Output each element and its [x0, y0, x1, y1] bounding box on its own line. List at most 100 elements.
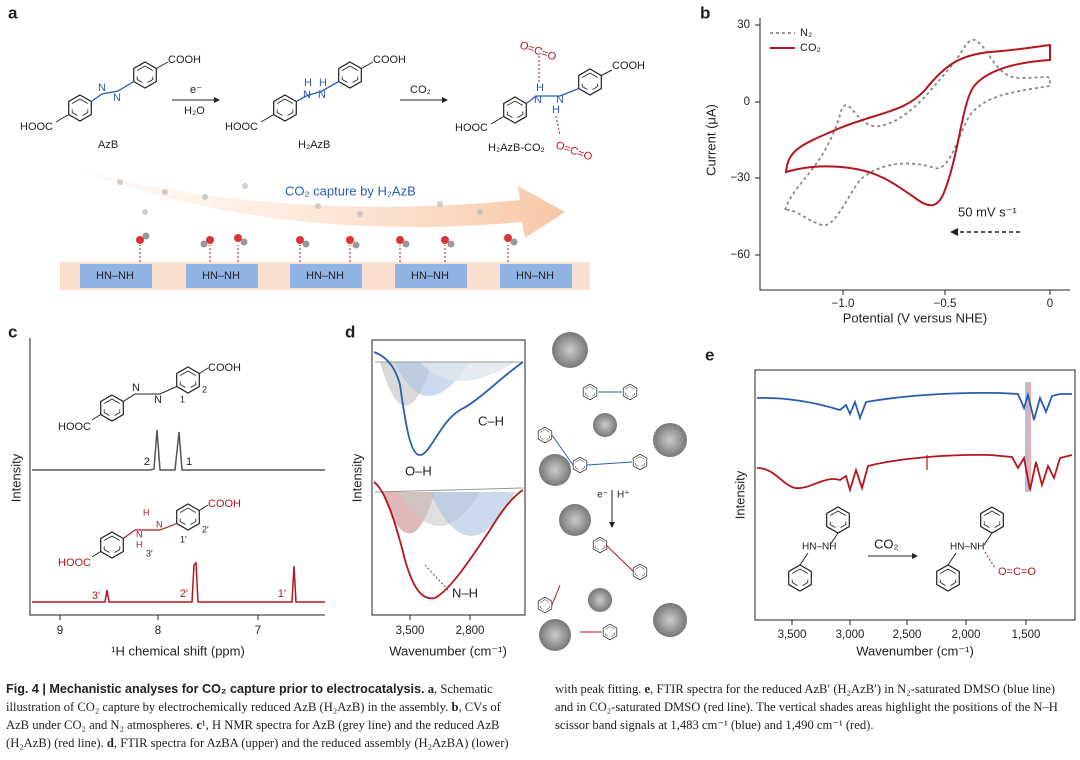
scan-rate: 50 mV s⁻¹ — [958, 204, 1018, 219]
assembly-scheme-shape — [559, 504, 591, 536]
h2azb-spectrum — [32, 561, 325, 603]
compound-name: H₂AzB — [298, 139, 330, 151]
azb-molecule-shape — [199, 367, 209, 374]
h2azb-molecule-shape — [91, 551, 101, 558]
assembly-scheme-shape — [539, 454, 571, 486]
sites-shape — [395, 264, 467, 288]
compound-name: H₂AzB-CO₂ — [488, 142, 545, 154]
panel-letter: e — [705, 345, 714, 364]
sites-shape — [290, 264, 362, 288]
azb-molecule-shape — [123, 386, 177, 402]
assembly-scheme-shape — [552, 332, 588, 368]
y-tick-label: 30 — [737, 19, 750, 31]
caption-key: d — [106, 736, 114, 750]
caption-text: , FTIR spectra for the reduced AzB′ (H₂A… — [555, 682, 1058, 732]
caption-key: b — [451, 700, 459, 714]
atom: N — [154, 394, 162, 406]
h2azb-molecule-shape — [122, 522, 177, 539]
atom: H — [304, 77, 312, 89]
sites-shape-shape — [200, 240, 208, 248]
site-label: HN–NH — [96, 270, 134, 282]
sites-shape-shape — [396, 236, 404, 244]
atom: N — [113, 92, 121, 104]
panel-a-shape — [273, 94, 297, 122]
assembly-scheme-shape — [539, 619, 571, 651]
y-axis-label: Intensity — [732, 470, 747, 519]
azb-molecule-shape — [176, 366, 200, 394]
group-label: HOOC — [58, 421, 91, 433]
assembly-scheme-shape — [582, 383, 598, 401]
caption-key: e — [644, 682, 651, 696]
y-tick-label: −60 — [730, 249, 750, 261]
panel-a-shape-shape — [315, 203, 321, 209]
reaction-scheme-shape — [980, 506, 1004, 534]
assembly-scheme-shape — [609, 522, 615, 528]
sites-shape-shape — [504, 234, 512, 242]
position-label: 1′ — [180, 534, 187, 544]
h2azb-molecule-shape — [100, 531, 124, 559]
azb-molecule: N N COOH HOOC 1 2 — [58, 362, 241, 433]
panel-a-shape-shape — [117, 179, 123, 185]
assembly-scheme-shape — [537, 426, 553, 444]
panel-a-shape-shape — [357, 211, 363, 217]
arrow-label: e⁻ — [597, 490, 608, 501]
sites-shape-shape — [441, 236, 449, 244]
y-axis-label: Intensity — [8, 453, 23, 502]
caption-part: d, FTIR spectra for AzBA (upper) and the… — [107, 682, 645, 750]
panel-a-shape — [80, 170, 565, 238]
h2azba-spectrum — [373, 481, 524, 600]
sites-shape — [80, 264, 152, 288]
panel-d-shape — [371, 339, 526, 616]
compound-name: AzB — [98, 139, 118, 151]
panel-e-shape — [1025, 382, 1028, 492]
panel-d-shape — [424, 564, 449, 591]
reaction-scheme-shape — [912, 553, 918, 559]
azb-spectrum — [32, 429, 325, 471]
assembly-scheme-shape — [653, 423, 687, 457]
y-tick-label: −30 — [730, 172, 750, 184]
assembly-scheme-shape-shape — [632, 453, 648, 471]
sites-shape-shape — [296, 236, 304, 244]
caption-part: e, FTIR spectra for the reduced AzB′ (H₂… — [555, 682, 1058, 732]
x-axis-label: Wavenumber (cm⁻¹) — [389, 643, 507, 658]
sites-shape-shape — [352, 241, 360, 249]
x-tick-label: 9 — [57, 625, 63, 637]
panel-d-shape — [409, 615, 471, 620]
caption-text: ¹, H NMR spectra for AzB (grey line) and… — [6, 718, 500, 750]
x-tick-label: 3,500 — [778, 629, 807, 641]
site-label: HN–NH — [516, 270, 554, 282]
site-label: HN–NH — [411, 270, 449, 282]
sites-shape-shape — [240, 238, 248, 246]
assembly-scheme-shape — [632, 563, 648, 581]
panel-letter: a — [8, 3, 18, 22]
assembly-scheme-shape-shape — [622, 383, 638, 401]
sites: HN–NH HN–NH HN–NH HN–NH HN–NH — [80, 232, 572, 288]
panel-a-shape — [578, 68, 602, 96]
panel-a-shape — [90, 80, 135, 103]
atom: N — [98, 82, 106, 94]
reagent-label: CO₂ — [874, 536, 899, 551]
caption-key: a — [427, 682, 435, 696]
panel-a-shape — [490, 116, 504, 125]
panel-d: d 3,500 2,800 Wavenumber (cm⁻¹) Intensit… — [345, 322, 687, 658]
panel-a-shape — [156, 61, 169, 69]
reaction-scheme-shape — [829, 532, 839, 546]
caption-part: a, Schematic illustration of CO₂ capture… — [6, 682, 493, 714]
atom: H — [552, 104, 560, 116]
x-tick-label: 7 — [255, 625, 261, 637]
sites-shape-shape — [234, 234, 242, 242]
sites-shape-shape — [136, 236, 144, 244]
x-axis-label: Wavenumber (cm⁻¹) — [856, 643, 974, 658]
arrow-label: H⁺ — [617, 490, 630, 501]
assembly-scheme-shape — [588, 588, 612, 612]
position-label: 1 — [180, 394, 185, 404]
panel-a-shape-shape — [437, 201, 443, 207]
panel-e-shape — [1028, 382, 1031, 492]
panel-a-shape-shape — [477, 209, 483, 215]
group-label: HOOC — [20, 121, 53, 133]
band-label: O–H — [405, 463, 432, 478]
x-tick-label: 1,500 — [1012, 629, 1041, 641]
peak-label: 1′ — [278, 588, 286, 600]
sites-shape — [500, 264, 572, 288]
